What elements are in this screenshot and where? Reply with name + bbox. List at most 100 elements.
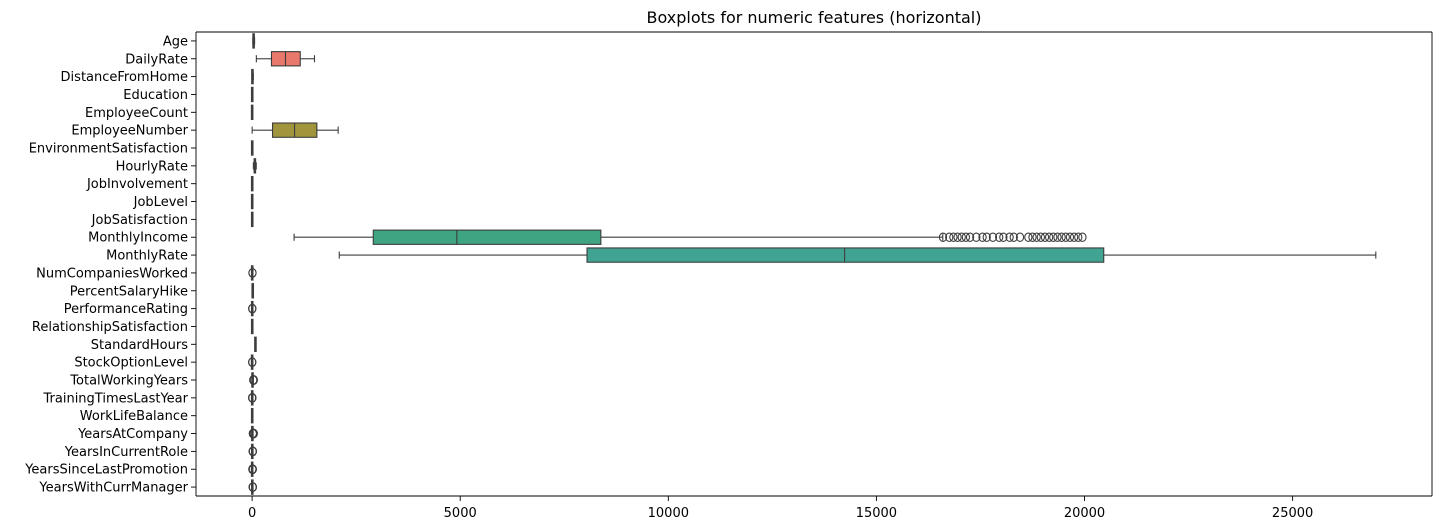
outlier-point (248, 464, 257, 474)
plot-area: 0 5000 10000 15000 20000 25000 Age DailyRate Dis… (24, 31, 1433, 521)
y-tick-label: StandardHours (91, 338, 188, 353)
outlier-point (995, 232, 1004, 242)
outlier-point (1040, 232, 1050, 242)
y-tick-label: Education (123, 88, 188, 103)
box-yearswithcurrmanager: YearsWithCurrManager (38, 479, 257, 496)
box-numcompaniesworked: NumCompaniesWorked (36, 265, 257, 281)
outlier-point (248, 357, 257, 367)
outlier-point (1028, 232, 1037, 242)
y-tick-label: NumCompaniesWorked (36, 266, 188, 281)
box-standardhours: StandardHours (91, 336, 257, 353)
outlier-point (1005, 232, 1014, 242)
box-relationshipsatisfaction: RelationshipSatisfaction (32, 318, 254, 335)
y-tick-label: JobInvolvement (86, 177, 188, 192)
outlier-point (1009, 232, 1018, 242)
box-employeenumber: EmployeeNumber (71, 122, 339, 139)
y-tick-label: YearsSinceLastPromotion (24, 463, 188, 478)
outlier-point (1049, 232, 1058, 242)
box-totalworkingyears: TotalWorkingYears (69, 372, 258, 389)
outlier-point (1078, 232, 1087, 242)
y-tick-label: RelationshipSatisfaction (32, 320, 188, 335)
outlier-point (248, 446, 258, 457)
outlier-point (248, 482, 257, 492)
box-yearssincelastpromotion: YearsSinceLastPromotion (24, 461, 257, 478)
box-dailyrate: DailyRate (125, 51, 316, 67)
outlier-point (1044, 232, 1054, 242)
outlier-point (249, 428, 258, 439)
y-tick-label: TrainingTimesLastYear (43, 391, 189, 406)
y-tick-label: PerformanceRating (64, 302, 188, 317)
y-tick-label: PercentSalaryHike (70, 284, 188, 299)
outlier-point (982, 232, 991, 242)
y-tick-label: YearsWithCurrManager (38, 481, 188, 496)
outlier-point (953, 232, 962, 242)
x-tick-label: 20000 (1064, 506, 1105, 521)
chart-title: Boxplots for numeric features (horizonta… (646, 8, 981, 27)
outlier-point (248, 393, 257, 403)
box-education: Education (123, 86, 254, 103)
iqr-box (372, 229, 602, 245)
outlier-point (999, 232, 1008, 242)
box-monthlyrate: MonthlyRate (106, 247, 1377, 264)
outlier-point (248, 268, 257, 278)
outlier-point (1065, 232, 1075, 242)
y-tick-label: EmployeeCount (85, 106, 188, 121)
box-joblevel: JobLevel (133, 193, 254, 210)
y-tick-label: JobLevel (133, 195, 188, 210)
box-jobinvolvement: JobInvolvement (86, 176, 254, 192)
box-distancefromhome: DistanceFromHome (61, 68, 254, 85)
box-percentsalaryhike: PercentSalaryHike (70, 283, 255, 299)
outlier-point (1074, 232, 1083, 242)
y-tick-label: YearsAtCompany (77, 427, 188, 442)
outlier-point (978, 232, 987, 242)
x-tick-label: 0 (248, 506, 256, 521)
box-performancerating: PerformanceRating (64, 300, 257, 317)
iqr-box (586, 247, 1105, 263)
outlier-point (1024, 232, 1033, 242)
outlier-point (1057, 232, 1066, 242)
outlier-point (972, 232, 981, 242)
outlier-point (1036, 232, 1045, 242)
box-hourlyrate: HourlyRate (116, 158, 257, 174)
x-tick-label: 25000 (1272, 506, 1313, 521)
y-tick-label: MonthlyRate (106, 249, 188, 264)
outlier-point (249, 375, 258, 385)
outlier-point (1053, 232, 1062, 242)
box-environmentsatisfaction: EnvironmentSatisfaction (29, 140, 254, 157)
y-tick-label: JobSatisfaction (91, 213, 188, 228)
box-jobsatisfaction: JobSatisfaction (91, 211, 254, 228)
outlier-point (248, 303, 257, 314)
outlier-point (965, 232, 975, 242)
outlier-point (957, 232, 966, 242)
outlier-point (1032, 232, 1041, 242)
outlier-point (988, 232, 998, 242)
y-tick-label: MonthlyIncome (88, 231, 188, 246)
box-yearsincurrentrole: YearsInCurrentRole (64, 443, 258, 460)
outlier-point (938, 232, 948, 242)
box-trainingtimeslastyear: TrainingTimesLastYear (43, 390, 257, 406)
box-age: Age (163, 33, 256, 49)
box-employeecount: EmployeeCount (85, 104, 254, 121)
y-tick-label: DailyRate (125, 52, 188, 67)
x-tick-label: 5000 (444, 506, 477, 521)
outlier-point (1015, 232, 1025, 242)
y-tick-label: WorkLifeBalance (80, 409, 188, 424)
x-tick-label: 15000 (856, 506, 897, 521)
y-tick-label: HourlyRate (116, 159, 188, 174)
outlier-point (1069, 232, 1079, 242)
y-tick-label: StockOptionLevel (74, 356, 188, 371)
box-monthlyincome: MonthlyIncome (88, 229, 1087, 246)
y-tick-label: EnvironmentSatisfaction (29, 142, 188, 157)
x-tick-label: 10000 (648, 506, 689, 521)
outlier-point (1061, 232, 1070, 242)
y-tick-label: TotalWorkingYears (69, 374, 188, 389)
outlier-point (949, 232, 958, 242)
box-yearsatcompany: YearsAtCompany (77, 425, 258, 442)
box-stockoptionlevel: StockOptionLevel (74, 354, 257, 371)
outlier-point (961, 232, 971, 242)
y-tick-label: YearsInCurrentRole (64, 445, 188, 460)
y-tick-label: DistanceFromHome (61, 70, 188, 85)
y-tick-label: Age (163, 34, 188, 49)
y-tick-label: EmployeeNumber (71, 124, 188, 139)
